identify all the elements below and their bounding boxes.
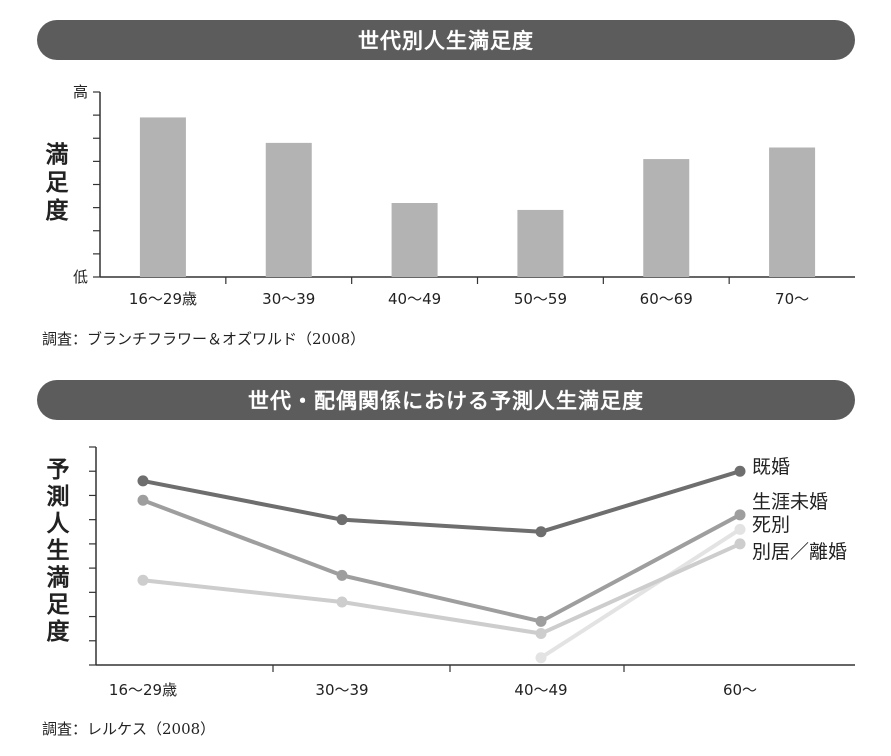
x-tick-label: 16～29歳 bbox=[109, 681, 177, 699]
line-chart-title: 世代・配偶関係における予測人生満足度 bbox=[248, 389, 644, 413]
data-point bbox=[535, 526, 547, 538]
data-point bbox=[734, 509, 746, 521]
y-axis-label: 予測人生満足度 bbox=[47, 457, 71, 645]
series-label: 死別 bbox=[752, 514, 790, 536]
series-line bbox=[141, 498, 742, 624]
y-axis-label-char: 度 bbox=[46, 197, 70, 224]
bar bbox=[391, 203, 438, 277]
y-axis-label-char: 測 bbox=[47, 484, 70, 510]
bar bbox=[265, 142, 312, 277]
data-point bbox=[137, 494, 149, 506]
data-point bbox=[137, 574, 149, 586]
bar bbox=[769, 147, 816, 277]
bar-chart: 高低 満足度 16～29歳 30～39 40～49 50～59 60～69 70～ bbox=[46, 83, 855, 308]
y-axis-label: 満足度 bbox=[46, 142, 70, 224]
y-axis-label-char: 人 bbox=[47, 511, 71, 537]
bar-chart-title: 世代別人生満足度 bbox=[358, 29, 534, 53]
bar bbox=[517, 209, 564, 277]
x-tick-label: 60～ bbox=[723, 681, 757, 699]
series-line bbox=[141, 541, 742, 636]
y-axis-label-char: 満 bbox=[46, 142, 69, 168]
x-tick-label: 70～ bbox=[775, 290, 809, 308]
data-point bbox=[535, 615, 547, 627]
x-tick-label: 16～29歳 bbox=[129, 290, 197, 308]
series-line bbox=[141, 469, 742, 534]
data-point bbox=[734, 538, 746, 550]
data-point bbox=[336, 596, 348, 608]
data-point bbox=[734, 523, 746, 535]
y-tick-label-low: 低 bbox=[73, 268, 88, 286]
bar-chart-title-banner: 世代別人生満足度 bbox=[37, 20, 855, 60]
x-tick-label: 60～69 bbox=[640, 290, 693, 308]
data-point bbox=[137, 475, 149, 487]
x-tick-label: 40～49 bbox=[388, 290, 441, 308]
x-tick-label: 30～39 bbox=[315, 681, 368, 699]
x-tick-label: 30～39 bbox=[262, 290, 315, 308]
y-axis-label-char: 生 bbox=[47, 538, 70, 564]
series-label: 別居／離婚 bbox=[752, 541, 847, 563]
line-chart-source: 調査：レルケス（2008） bbox=[42, 720, 216, 738]
line-chart-title-banner: 世代・配偶関係における予測人生満足度 bbox=[37, 380, 855, 420]
data-point bbox=[734, 465, 746, 477]
bar bbox=[139, 117, 186, 277]
data-point bbox=[336, 569, 348, 581]
y-axis-label-char: 予 bbox=[47, 457, 70, 483]
y-axis-label-char: 足 bbox=[47, 592, 70, 618]
y-tick-label-high: 高 bbox=[73, 83, 88, 101]
y-axis-label-char: 度 bbox=[47, 618, 71, 645]
data-point bbox=[535, 652, 547, 664]
x-tick-label: 40～49 bbox=[514, 681, 567, 699]
data-point bbox=[535, 628, 547, 640]
y-axis-label-char: 満 bbox=[47, 565, 70, 591]
x-tick-label: 50～59 bbox=[514, 290, 567, 308]
bar bbox=[643, 159, 690, 277]
bar-chart-source: 調査：ブランチフラワー＆オズワルド（2008） bbox=[42, 330, 366, 348]
series-label: 生涯未婚 bbox=[752, 491, 828, 513]
y-axis-label-char: 足 bbox=[46, 170, 69, 196]
data-point bbox=[336, 514, 348, 526]
series-line bbox=[539, 527, 742, 660]
series-label: 既婚 bbox=[752, 456, 790, 478]
